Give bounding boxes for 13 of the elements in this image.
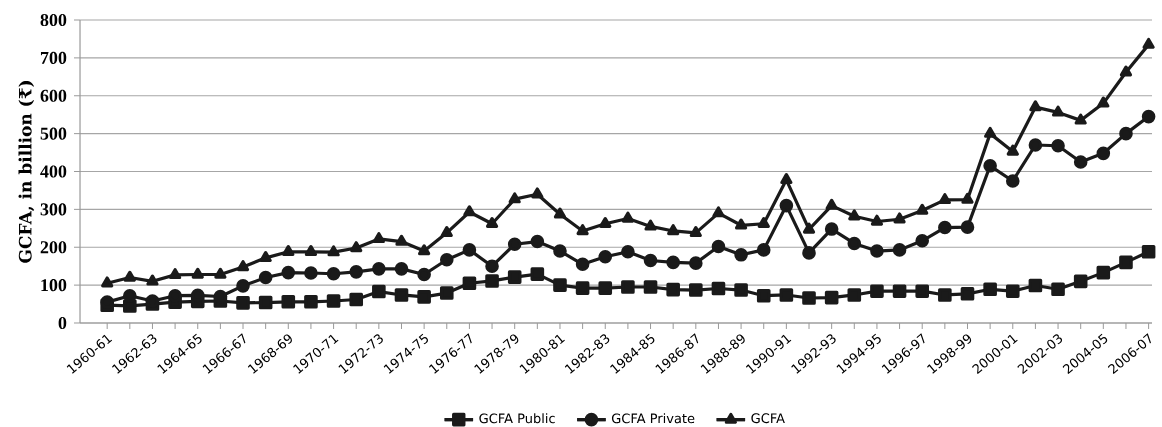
legend-label: GCFA: [751, 413, 785, 424]
y-tick-label: 300: [40, 203, 67, 216]
y-tick-label: 400: [40, 165, 67, 178]
y-axis-title: GCFA, in billion (₹): [18, 81, 35, 263]
y-tick-label: 500: [40, 127, 67, 140]
y-tick-label: 800: [40, 13, 67, 27]
y-tick-label: 700: [40, 51, 67, 64]
y-tick-label: 100: [41, 279, 67, 292]
y-tick-label: 600: [40, 89, 67, 102]
legend-label: GCFA Private: [611, 413, 695, 424]
legend-label: GCFA Public: [479, 413, 555, 424]
y-tick-label: 0: [58, 316, 67, 330]
y-tick-label: 200: [40, 241, 67, 254]
